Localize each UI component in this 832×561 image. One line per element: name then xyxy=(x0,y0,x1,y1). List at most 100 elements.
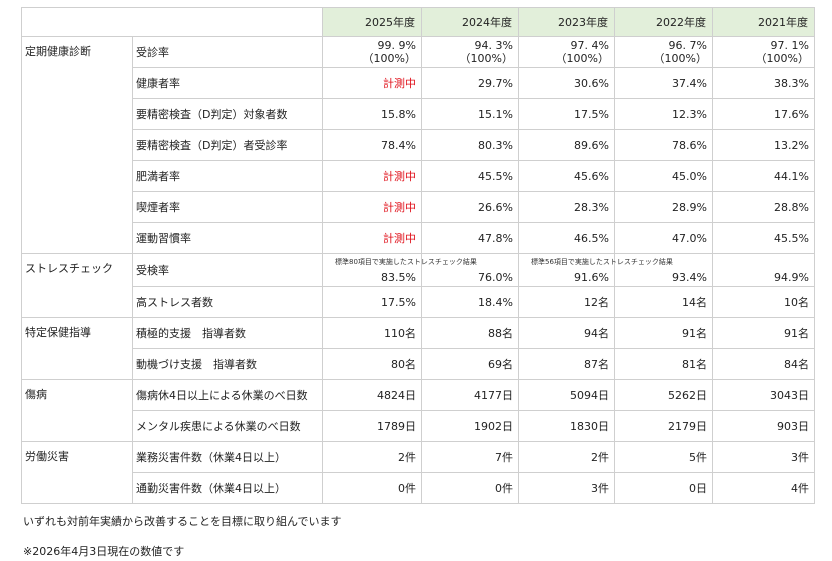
value-cell: 80名 xyxy=(322,348,422,380)
value-cell: 80.3% xyxy=(421,129,519,161)
table-row: 特定保健指導 積極的支援 指導者数 110名 88名 94名 91名 91名 xyxy=(21,317,815,380)
value-sub: （100%） xyxy=(362,52,416,65)
value-cell: 2件 xyxy=(322,441,422,473)
value-cell: 91.6% 標準56項目で実施したストレスチェック結果 xyxy=(518,253,673,287)
value-cell: 81名 xyxy=(614,348,713,380)
value-sub: （100%） xyxy=(755,52,809,65)
value-cell: 28.8% xyxy=(712,191,815,223)
value-sub: （100%） xyxy=(555,52,609,65)
value-main: 99. 9% xyxy=(377,39,416,52)
value-main: 94. 3% xyxy=(474,39,513,52)
value-cell: 91名 xyxy=(712,317,815,349)
value-cell: 17.5% xyxy=(518,98,615,130)
item-label: 高ストレス者数 xyxy=(132,286,323,318)
category-cell: 労働災害 xyxy=(21,441,133,504)
health-data-table: 2025年度 2024年度 2023年度 2022年度 2021年度 定期健康診… xyxy=(21,7,815,504)
value-cell: 94.9% xyxy=(712,253,815,287)
category-cell: 傷病 xyxy=(21,379,133,442)
value-cell: 46.5% xyxy=(518,222,615,254)
year-header: 2024年度 xyxy=(421,7,519,37)
table-row: 傷病 傷病休4日以上による休業のべ日数 4824日 4177日 5094日 5262日 30… xyxy=(21,379,815,442)
value-cell: 97. 4% （100%） xyxy=(518,36,615,68)
value-cell: 47.8% xyxy=(421,222,519,254)
item-label: 要精密検査（D判定）対象者数 xyxy=(132,98,323,130)
item-label: 健康者率 xyxy=(132,67,323,99)
table-row: 通勤災害件数（休業4日以上） 0件 0件 3件 0日 4件 xyxy=(22,472,815,504)
item-label: 要精密検査（D判定）者受診率 xyxy=(132,129,323,161)
value-sub: （100%） xyxy=(459,52,513,65)
value-text: 94.9% xyxy=(774,271,809,284)
item-label: 積極的支援 指導者数 xyxy=(132,317,323,349)
value-cell: 4824日 xyxy=(322,379,422,411)
value-cell: 99. 9% （100%） xyxy=(322,36,422,68)
table-row: 動機づけ支援 指導者数 80名 69名 87名 81名 84名 xyxy=(22,348,815,380)
stress-method-note: 標準80項目で実施したストレスチェック結果 xyxy=(335,258,477,266)
value-cell: 1902日 xyxy=(421,410,519,442)
value-cell: 10名 xyxy=(712,286,815,318)
table-row: 喫煙者率 計測中 26.6% 28.3% 28.9% 28.8% xyxy=(22,191,815,223)
value-cell: 0件 xyxy=(322,472,422,504)
value-cell: 76.0% xyxy=(421,253,519,287)
table-row: ストレスチェック 受検率 83.5% 標準80項目で実施したストレスチェック結果 76.… xyxy=(21,253,815,318)
value-cell: 94. 3% （100%） xyxy=(421,36,519,68)
value-cell: 69名 xyxy=(421,348,519,380)
value-cell: 38.3% xyxy=(712,67,815,99)
value-cell: 26.6% xyxy=(421,191,519,223)
value-cell: 96. 7% （100%） xyxy=(614,36,713,68)
value-cell: 89.6% xyxy=(518,129,615,161)
value-cell: 13.2% xyxy=(712,129,815,161)
value-cell: 47.0% xyxy=(614,222,713,254)
value-cell: 3件 xyxy=(712,441,815,473)
value-cell: 15.8% xyxy=(322,98,422,130)
value-cell: 0件 xyxy=(421,472,519,504)
table-row: 健康者率 計測中 29.7% 30.6% 37.4% 38.3% xyxy=(22,67,815,99)
value-cell: 7件 xyxy=(421,441,519,473)
value-cell: 4件 xyxy=(712,472,815,504)
table-row: 定期健康診断 受診率 99. 9% （100%） 94. 3% （100%） 97. 4% （… xyxy=(21,36,815,254)
year-header: 2022年度 xyxy=(614,7,713,37)
value-sub: （100%） xyxy=(653,52,707,65)
value-cell: 1789日 xyxy=(322,410,422,442)
header-row: 2025年度 2024年度 2023年度 2022年度 2021年度 xyxy=(21,7,815,37)
item-label: 肥満者率 xyxy=(132,160,323,192)
stress-method-note: 標準56項目で実施したストレスチェック結果 xyxy=(531,258,673,266)
value-cell: 84名 xyxy=(712,348,815,380)
goal-note: いずれも対前年実績から改善することを目標に取り組んでいます xyxy=(23,515,342,528)
item-label: 動機づけ支援 指導者数 xyxy=(132,348,323,380)
category-cell: ストレスチェック xyxy=(21,253,133,318)
value-cell: 28.3% xyxy=(518,191,615,223)
value-cell: 28.9% xyxy=(614,191,713,223)
value-cell: 29.7% xyxy=(421,67,519,99)
value-main: 97. 1% xyxy=(770,39,809,52)
value-text: 91.6% xyxy=(574,271,609,284)
table-row: メンタル疾患による休業のべ日数 1789日 1902日 1830日 2179日 903日 xyxy=(22,410,815,442)
header-blank xyxy=(21,7,323,37)
item-label: 喫煙者率 xyxy=(132,191,323,223)
value-cell: 12.3% xyxy=(614,98,713,130)
category-cell: 特定保健指導 xyxy=(21,317,133,380)
item-label: 傷病休4日以上による休業のべ日数 xyxy=(132,379,323,411)
item-label: 業務災害件数（休業4日以上） xyxy=(132,441,323,473)
value-cell: 14名 xyxy=(614,286,713,318)
value-cell: 17.5% xyxy=(322,286,422,318)
year-header: 2021年度 xyxy=(712,7,815,37)
value-cell: 2179日 xyxy=(614,410,713,442)
value-cell: 93.4% xyxy=(614,253,713,287)
item-label: メンタル疾患による休業のべ日数 xyxy=(132,410,323,442)
value-cell: 3件 xyxy=(518,472,615,504)
value-cell: 110名 xyxy=(322,317,422,349)
value-cell: 45.5% xyxy=(421,160,519,192)
category-cell: 定期健康診断 xyxy=(21,36,133,254)
value-cell: 2件 xyxy=(518,441,615,473)
value-cell: 計測中 xyxy=(322,67,422,99)
value-cell: 1830日 xyxy=(518,410,615,442)
item-label: 通勤災害件数（休業4日以上） xyxy=(132,472,323,504)
asof-note: ※2026年4月3日現在の数値です xyxy=(23,545,185,558)
value-text: 83.5% xyxy=(381,271,416,284)
value-cell: 計測中 xyxy=(322,160,422,192)
table-row: 労働災害 業務災害件数（休業4日以上） 2件 7件 2件 5件 3件 xyxy=(21,441,815,504)
value-cell: 3043日 xyxy=(712,379,815,411)
value-cell: 5094日 xyxy=(518,379,615,411)
value-main: 97. 4% xyxy=(570,39,609,52)
value-cell: 903日 xyxy=(712,410,815,442)
